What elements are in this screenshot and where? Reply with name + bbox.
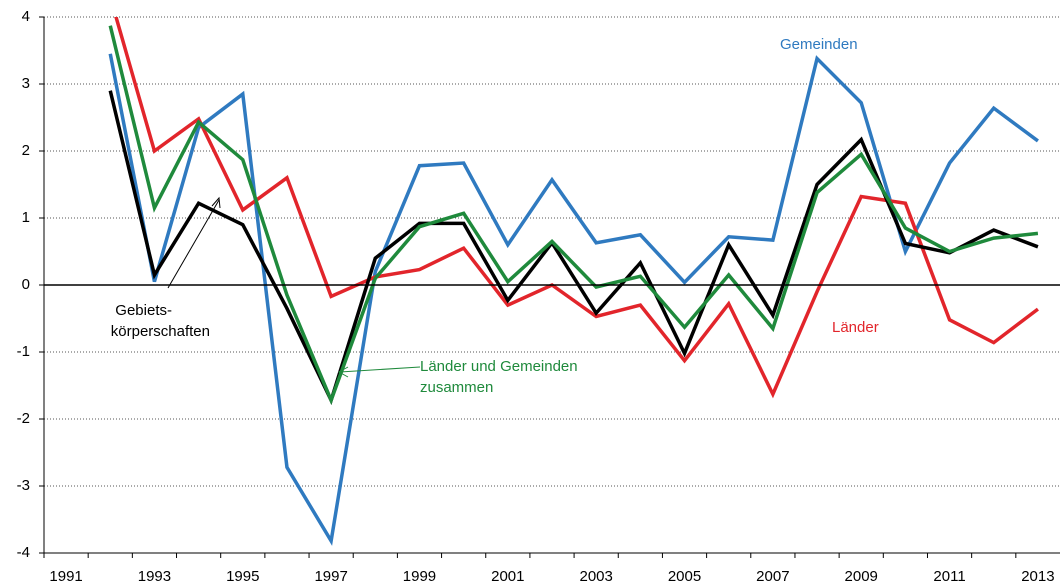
x-tick-label: 1999 <box>403 568 436 585</box>
series-label: Gemeinden <box>780 36 858 53</box>
x-tick-label: 2005 <box>668 568 701 585</box>
y-tick-label: -3 <box>17 477 30 494</box>
series-label: Gebiets- <box>115 302 172 319</box>
y-tick-label: 0 <box>22 276 30 293</box>
annotation-arrowhead <box>337 366 349 378</box>
annotation-arrowhead <box>211 196 221 209</box>
x-tick-label: 2009 <box>845 568 878 585</box>
y-tick-label: 3 <box>22 75 30 92</box>
series-label: zusammen <box>420 379 493 396</box>
x-tick-label: 2003 <box>579 568 612 585</box>
y-tick-label: 2 <box>22 142 30 159</box>
annotation-arrow <box>339 366 421 373</box>
x-tick-label: 1991 <box>49 568 82 585</box>
series-label: körperschaften <box>111 323 210 340</box>
x-tick-label: 1995 <box>226 568 259 585</box>
plot-area <box>108 17 1039 546</box>
x-tick-label: 1997 <box>314 568 347 585</box>
series-line <box>108 53 1039 546</box>
y-tick-label: -2 <box>17 410 30 427</box>
series-line <box>108 25 1039 406</box>
y-tick-label: -4 <box>17 544 30 561</box>
x-tick-label: 1993 <box>138 568 171 585</box>
y-tick-label: 1 <box>22 209 30 226</box>
x-tick-label: 2001 <box>491 568 524 585</box>
y-tick-label: -1 <box>17 343 30 360</box>
annotation-arrow <box>167 199 220 289</box>
series-line <box>114 17 1039 399</box>
series-label: Länder <box>832 319 879 336</box>
x-tick-label: 2007 <box>756 568 789 585</box>
x-tick-label: 2011 <box>933 568 965 585</box>
y-tick-label: 4 <box>22 8 30 25</box>
series-label: Länder und Gemeinden <box>420 358 578 375</box>
x-tick-label: 2013 <box>1021 568 1054 585</box>
